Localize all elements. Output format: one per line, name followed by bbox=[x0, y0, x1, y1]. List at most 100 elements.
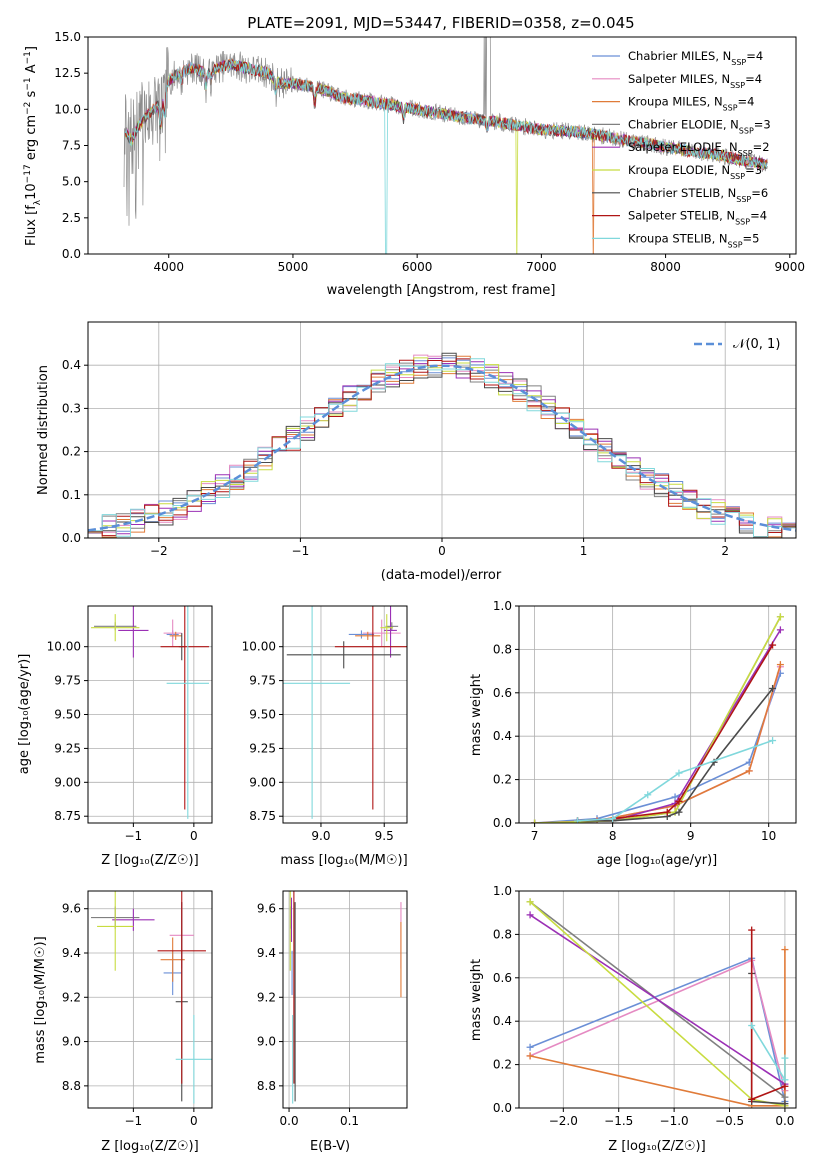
age-vs-mass-grid bbox=[283, 606, 407, 823]
spectrum-legend-entry: Salpeter STELIB, NSSP=4 bbox=[628, 209, 767, 227]
age-vs-Z-ytick-label: 9.00 bbox=[54, 775, 81, 789]
massweight-vs-age-axes: 7 8 9 10 0.0 0.2 0.4 0.6 0.8 1.0 bbox=[493, 599, 797, 843]
residuals-ytick-label: 0.4 bbox=[62, 358, 81, 372]
errorbar-point bbox=[160, 606, 209, 810]
residuals-ytick-label: 0.3 bbox=[62, 401, 81, 415]
spectrum-legend-eq: =4 bbox=[738, 95, 755, 109]
age-vs-mass-ytick-label: 9.75 bbox=[249, 674, 276, 688]
spectrum-ylabel-part: −2 bbox=[23, 102, 33, 115]
spectrum-legend-name: Chabrier ELODIE, N bbox=[628, 117, 739, 131]
age-vs-z-xlabel: Z [log₁₀(Z/Z☉)] bbox=[101, 853, 198, 868]
mass-weight-marker bbox=[531, 819, 539, 823]
mass-weight-marker bbox=[644, 791, 652, 799]
mass-vs-Z-ytick-label: 9.6 bbox=[62, 902, 81, 916]
spectrum-ylabel-part: 10 bbox=[24, 183, 39, 200]
spectrum-legend-sub: SSP bbox=[723, 103, 738, 112]
mass-vs-EBV-ytick-label: 8.8 bbox=[257, 1079, 276, 1093]
spectrum-ylabel: Flux [fλ10−17 erg cm−2 s−1 A−1] bbox=[23, 46, 43, 246]
spectrum-legend-entry: Kroupa MILES, NSSP=4 bbox=[628, 95, 754, 113]
spectrum-xtick-label: 6000 bbox=[402, 260, 433, 274]
massweight-vs-Z-ytick-label: 1.0 bbox=[493, 884, 512, 898]
mass-vs-Z-data bbox=[91, 891, 212, 1104]
spectrum-ytick-label: 2.5 bbox=[62, 211, 81, 225]
age-vs-mass-ytick-label: 10.00 bbox=[242, 640, 276, 654]
age-vs-z-plot-area: −1 0 8.75 9.00 9.25 9.50 9.75 10.00 bbox=[47, 605, 213, 843]
age-vs-mass-xlabel: mass [log₁₀(M/M☉)] bbox=[280, 853, 407, 868]
errorbar-point bbox=[160, 937, 185, 982]
mass-weight-marker bbox=[781, 1100, 789, 1108]
mass-vs-EBV-ytick-label: 9.6 bbox=[257, 902, 276, 916]
mass-vs-EBV-frame bbox=[282, 890, 408, 1109]
massweight-vs-age-xtick-label: 10 bbox=[761, 829, 776, 843]
age-vs-Z-data bbox=[91, 606, 209, 819]
mass-weight-marker bbox=[769, 641, 777, 649]
spectrum-legend-sub: SSP bbox=[735, 217, 750, 226]
massweight-vs-Z-frame bbox=[518, 890, 797, 1109]
spectrum-title: PLATE=2091, MJD=53447, FIBERID=0358, z=0… bbox=[247, 14, 634, 32]
spectrum-ytick-label: 5.0 bbox=[62, 175, 81, 189]
massweight-vs-z-xlabel: Z [log₁₀(Z/Z☉)] bbox=[608, 1139, 705, 1154]
spectrum-ylabel-part: −17 bbox=[23, 164, 33, 183]
massweight-vs-age-ytick-label: 0.4 bbox=[493, 729, 512, 743]
massweight-vs-z-plot-area: −2.0 −1.5 −1.0 −0.5 0.0 0.0 0.2 0.4 0.6 0.8 1.0 bbox=[493, 884, 797, 1128]
mass-weight-marker bbox=[781, 1054, 789, 1062]
massweight-vs-z-ylabel: mass weight bbox=[469, 959, 484, 1041]
spectrum-ytick-label: 7.5 bbox=[62, 139, 81, 153]
residuals-plot-area: −2 −1 0 1 2 0.0 0.1 0.2 0.3 0.4 bbox=[62, 321, 797, 558]
residuals-xlabel: (data-model)/error bbox=[381, 568, 502, 583]
spectrum-ylabel-part: −1 bbox=[23, 51, 33, 64]
massweight-vs-Z-xtick-label: −1.0 bbox=[660, 1114, 689, 1128]
errorbar-point bbox=[362, 619, 401, 647]
residuals-frame bbox=[87, 321, 797, 539]
residuals-xtick-label: −1 bbox=[292, 544, 310, 558]
age-vs-Z-axes: −1 0 8.75 9.00 9.25 9.50 9.75 10.00 bbox=[47, 605, 213, 843]
age-vs-mass-panel: 9.0 9.5 8.75 9.00 9.25 9.50 9.75 10.00 mass [lo… bbox=[242, 605, 408, 868]
spectrum-legend-sub: SSP bbox=[736, 194, 751, 203]
mass-vs-z-plot-area: −1 0 8.8 9.0 9.2 9.4 9.6 bbox=[62, 890, 213, 1128]
residuals-ytick-label: 0.2 bbox=[62, 445, 81, 459]
massweight-vs-age-ytick-label: 0.0 bbox=[493, 816, 512, 830]
spectrum-ylabel-part: s bbox=[24, 90, 39, 101]
spectrum-model-line bbox=[124, 59, 768, 254]
spectrum-legend-name: Salpeter ELODIE, N bbox=[628, 140, 738, 154]
age-vs-Z-xtick-label: 0 bbox=[190, 829, 198, 843]
massweight-vs-age-panel: 7 8 9 10 0.0 0.2 0.4 0.6 0.8 1.0 age [log₁₀(age/y… bbox=[469, 599, 797, 868]
spectrum-ylabel-part: Flux [f bbox=[24, 205, 39, 246]
mass-weight-marker bbox=[769, 684, 777, 692]
age-vs-mass-ytick-label: 9.00 bbox=[249, 775, 276, 789]
mass-vs-Z-ytick-label: 9.2 bbox=[62, 990, 81, 1004]
mass-weight-marker bbox=[781, 1082, 789, 1090]
massweight-vs-Z-axes: −2.0 −1.5 −1.0 −0.5 0.0 0.0 0.2 0.4 0.6 0.8 1.0 bbox=[493, 884, 797, 1128]
mass-weight-line bbox=[529, 914, 786, 1085]
spectrum-legend-name: Salpeter MILES, N bbox=[628, 72, 730, 86]
mass-weight-marker bbox=[609, 815, 617, 823]
massweight-vs-Z-data bbox=[526, 898, 789, 1108]
spectrum-legend-name: Chabrier MILES, N bbox=[628, 49, 731, 63]
spectrum-ylabel-part: −1 bbox=[23, 77, 33, 90]
residual-histogram-step bbox=[88, 358, 796, 538]
errorbar-point bbox=[334, 606, 407, 810]
age-vs-mass-plot-area: 9.0 9.5 8.75 9.00 9.25 9.50 9.75 10.00 bbox=[242, 605, 408, 843]
spectrum-legend-eq: =6 bbox=[751, 186, 768, 200]
residuals-xtick-label: 2 bbox=[721, 544, 729, 558]
massweight-vs-age-plot-area: 7 8 9 10 0.0 0.2 0.4 0.6 0.8 1.0 bbox=[493, 599, 797, 843]
mass-weight-marker bbox=[526, 911, 534, 919]
spectrum-ylabel-part: A bbox=[24, 64, 39, 77]
spectrum-legend-entry: Chabrier MILES, NSSP=4 bbox=[628, 49, 763, 67]
residuals-legend: 𝒩(0, 1) bbox=[694, 337, 780, 352]
spectrum-legend-eq: =2 bbox=[753, 140, 770, 154]
spectrum-legend-eq: =3 bbox=[754, 117, 771, 131]
mass-weight-marker bbox=[769, 737, 777, 745]
errorbar-point bbox=[175, 1015, 212, 1104]
spectrum-legend-name: Salpeter STELIB, N bbox=[628, 209, 735, 223]
age-vs-mass-frame bbox=[282, 605, 408, 824]
spectrum-legend-eq: =3 bbox=[745, 163, 762, 177]
spectrum-legend-eq: =5 bbox=[743, 231, 760, 245]
errorbar-point bbox=[380, 614, 394, 642]
errorbar-point bbox=[385, 622, 399, 631]
spectrum-legend-entry: Kroupa ELODIE, NSSP=3 bbox=[628, 163, 762, 181]
massweight-vs-age-ytick-label: 0.6 bbox=[493, 686, 512, 700]
mass-weight-marker bbox=[748, 1095, 756, 1103]
